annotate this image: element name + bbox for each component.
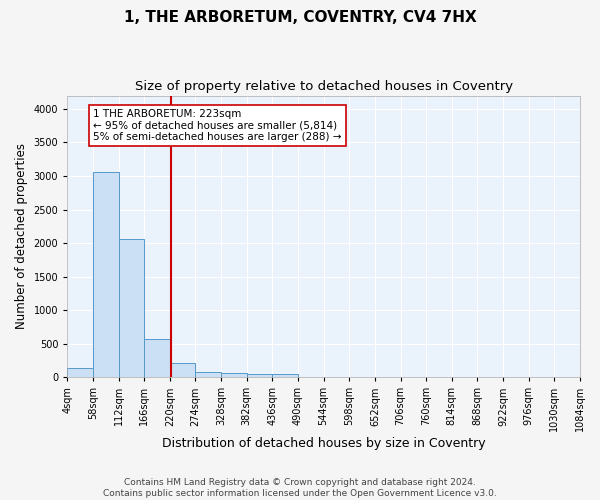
Bar (170, 363, 196, 377)
Bar (272, 374, 298, 377)
Bar (119, 239, 144, 377)
Bar (221, 374, 247, 377)
X-axis label: Distribution of detached houses by size in Coventry: Distribution of detached houses by size … (162, 437, 485, 450)
Title: Size of property relative to detached houses in Coventry: Size of property relative to detached ho… (134, 80, 513, 93)
Bar (247, 374, 272, 377)
Bar (144, 339, 170, 377)
Text: 1 THE ARBORETUM: 223sqm
← 95% of detached houses are smaller (5,814)
5% of semi-: 1 THE ARBORETUM: 223sqm ← 95% of detache… (93, 109, 341, 142)
Y-axis label: Number of detached properties: Number of detached properties (15, 144, 28, 330)
Bar (67, 368, 93, 377)
Bar (196, 372, 221, 377)
Bar (93, 172, 119, 377)
Text: Contains HM Land Registry data © Crown copyright and database right 2024.
Contai: Contains HM Land Registry data © Crown c… (103, 478, 497, 498)
Text: 1, THE ARBORETUM, COVENTRY, CV4 7HX: 1, THE ARBORETUM, COVENTRY, CV4 7HX (124, 10, 476, 25)
